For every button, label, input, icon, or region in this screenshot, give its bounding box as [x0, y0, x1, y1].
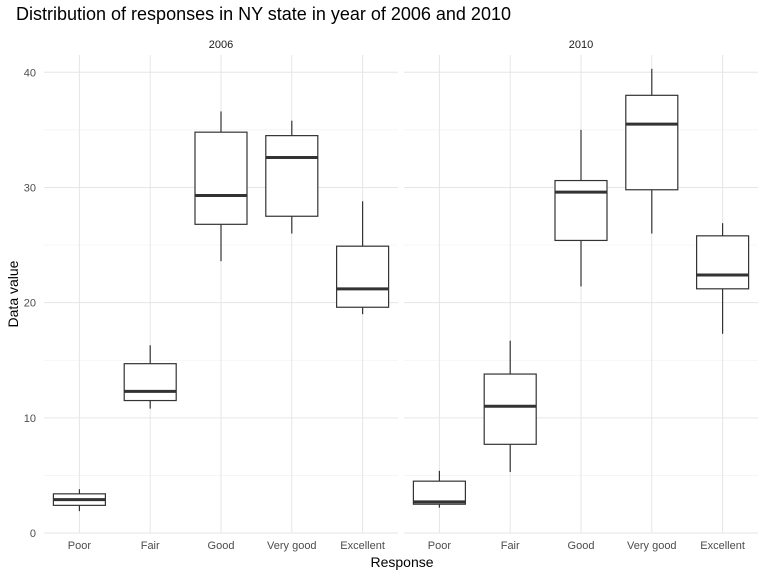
y-tick-label: 40: [24, 67, 36, 79]
box-2010-good: [554, 179, 608, 242]
box-2006-very-good: [265, 135, 319, 217]
x-tick-label: Good: [208, 540, 235, 552]
box-2006-fair: [123, 363, 177, 402]
x-tick-label: Good: [568, 540, 595, 552]
panel-label-2006: 2006: [209, 39, 233, 51]
x-tick-label: Poor: [428, 540, 452, 552]
y-tick-label: 30: [24, 182, 36, 194]
box-2006-good: [194, 131, 248, 225]
plot-area: 0 10 20 30 40 2006 Poor Fair Good Very good Excell…: [24, 39, 758, 552]
panel-label-2010: 2010: [569, 39, 593, 51]
y-tick-label: 0: [30, 528, 36, 540]
x-tick-label: Very good: [627, 540, 677, 552]
x-tick-label: Excellent: [700, 540, 745, 552]
y-tick-label: 10: [24, 413, 36, 425]
x-tick-label: Poor: [68, 540, 92, 552]
box-2010-excellent: [695, 235, 750, 290]
box-2010-very-good: [625, 94, 679, 191]
y-tick-label: 20: [24, 298, 36, 310]
x-tick-label: Fair: [141, 540, 160, 552]
box-2010-fair: [483, 373, 537, 445]
x-tick-label: Excellent: [340, 540, 385, 552]
box-2010-poor: [412, 480, 466, 505]
y-axis-title: Data value: [5, 260, 21, 327]
chart-title: Distribution of responses in NY state in…: [16, 4, 511, 24]
box-2006-excellent: [336, 245, 390, 308]
x-tick-label: Fair: [501, 540, 520, 552]
x-tick-label: Very good: [267, 540, 317, 552]
x-axis-title: Response: [370, 554, 433, 570]
